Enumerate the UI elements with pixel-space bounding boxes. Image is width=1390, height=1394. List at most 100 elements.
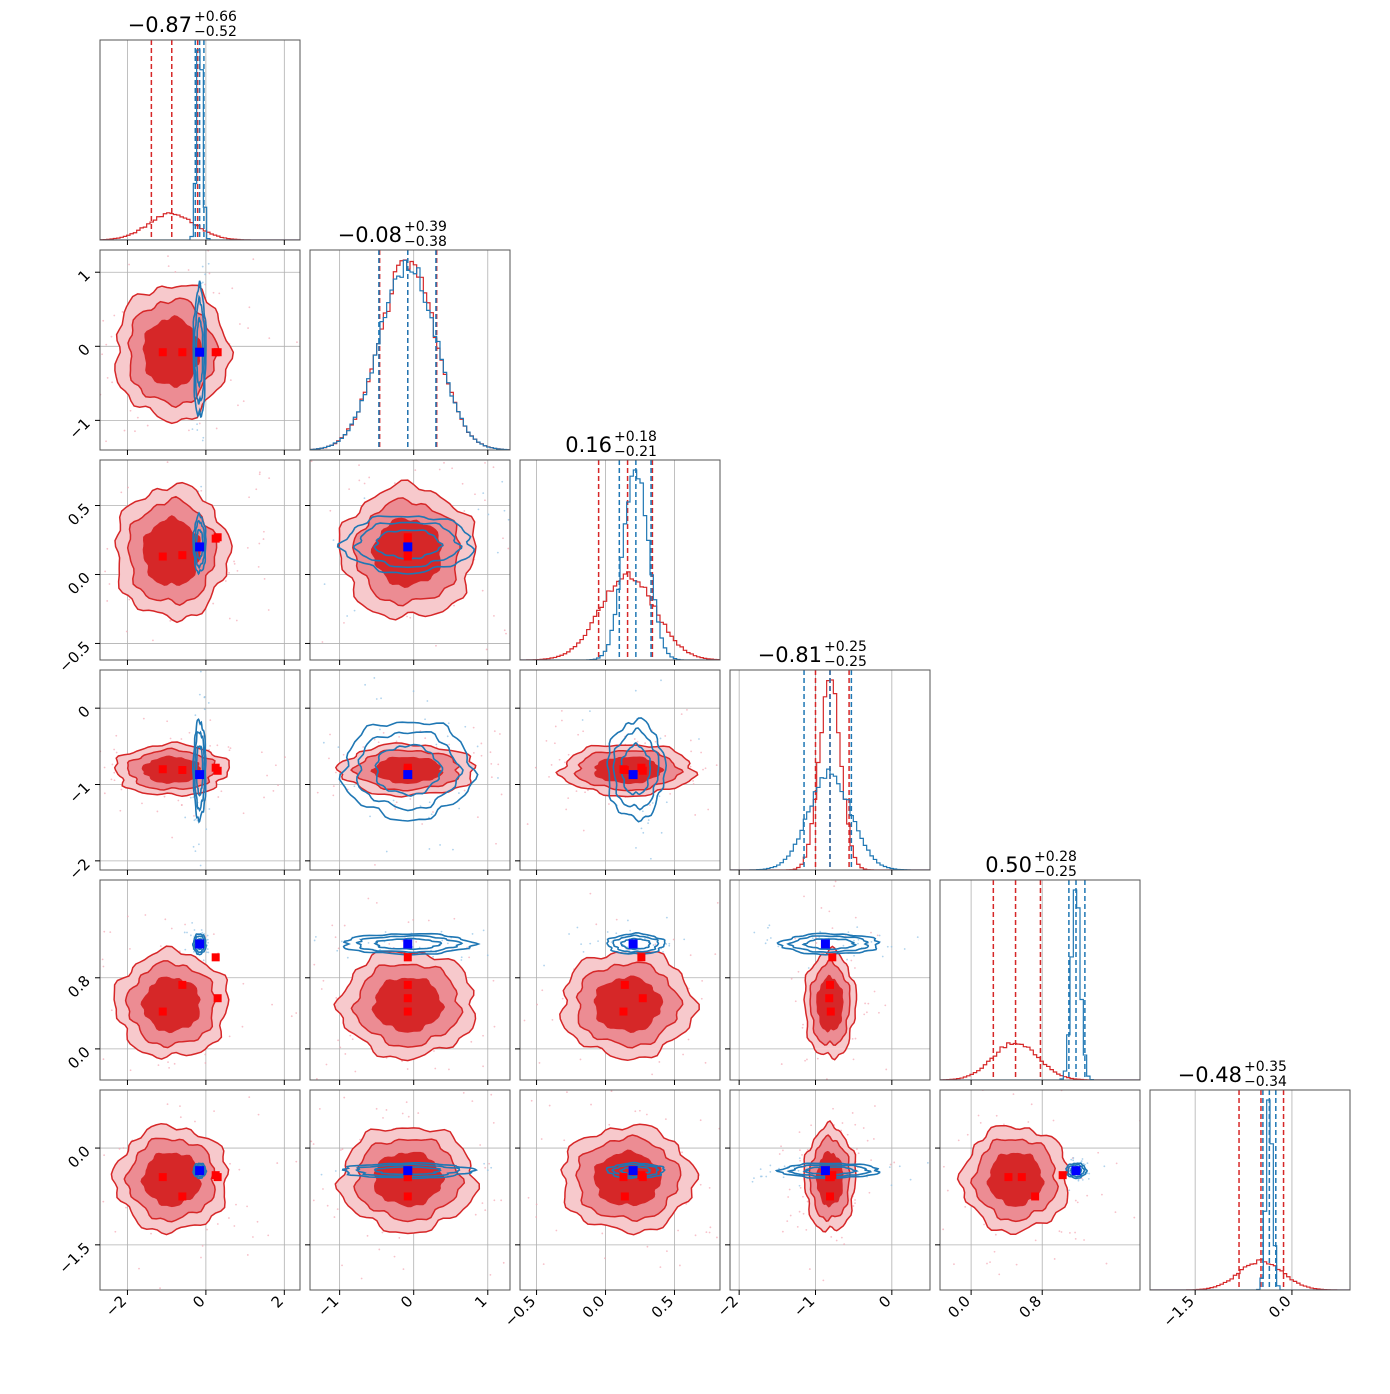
red-sample-point (74, 775, 76, 777)
blue-sample-point (385, 850, 388, 853)
blue-sample-point (201, 439, 204, 442)
blue-histogram-step (730, 768, 930, 870)
red-sample-point (305, 753, 307, 755)
red-sample-point (433, 1050, 435, 1052)
red-sample-point (1074, 1231, 1076, 1234)
red-sample-point (1086, 1194, 1089, 1197)
red-truth-marker (213, 1173, 222, 1182)
red-sample-point (326, 1182, 328, 1184)
red-sample-point (843, 1243, 846, 1246)
red-sample-point (497, 1029, 499, 1031)
red-sample-point (229, 1162, 231, 1165)
red-sample-point (348, 488, 351, 491)
red-sample-point (492, 466, 495, 469)
y-tick-label: 0.0 (64, 569, 94, 599)
red-sample-point (816, 1057, 819, 1060)
red-sample-point (731, 766, 733, 768)
red-sample-point (806, 1200, 809, 1203)
red-sample-point (794, 937, 797, 940)
blue-truth-marker (820, 939, 830, 949)
red-sample-point (125, 630, 128, 633)
red-sample-point (781, 1230, 784, 1233)
blue-sample-point (640, 827, 643, 830)
blue-sample-point (353, 609, 356, 612)
blue-sample-point (521, 1166, 523, 1168)
red-sample-point (102, 1200, 105, 1203)
panel-frame (519, 1089, 721, 1291)
red-sample-point (277, 784, 279, 787)
blue-sample-point (373, 677, 376, 679)
red-sample-point (242, 982, 245, 985)
red-sample-point (707, 808, 710, 811)
red-sample-point (986, 1262, 988, 1265)
blue-sample-point (658, 795, 661, 798)
red-sample-point (359, 1138, 361, 1141)
panel-plot-area (497, 880, 733, 1080)
red-sample-point (241, 1025, 244, 1028)
red-sample-point (1003, 1123, 1005, 1126)
red-sample-point (780, 1063, 783, 1065)
red-sample-point (579, 1058, 582, 1061)
red-sample-point (490, 762, 493, 765)
blue-sample-point (207, 951, 210, 954)
blue-sample-point (189, 934, 192, 937)
red-sample-point (699, 1119, 702, 1122)
red-sample-point (554, 1053, 556, 1055)
red-sample-point (222, 1292, 224, 1294)
red-sample-point (802, 1023, 804, 1026)
panel-frame (519, 669, 721, 871)
blue-sample-point (545, 1175, 547, 1177)
red-sample-point (524, 756, 526, 758)
red-sample-point (780, 1145, 782, 1148)
red-sample-point (731, 1019, 733, 1021)
red-sample-point (854, 1037, 857, 1040)
red-sample-point (931, 1159, 933, 1161)
blue-sample-point (647, 819, 650, 821)
red-sample-point (421, 823, 424, 825)
red-sample-point (281, 789, 283, 791)
panel-frame (309, 669, 511, 871)
red-sample-point (134, 430, 136, 433)
red-sample-point (347, 1059, 349, 1061)
panel-frame (99, 459, 301, 661)
y-tick-label: −1 (65, 779, 93, 807)
red-sample-point (215, 427, 218, 430)
red-sample-point (238, 1168, 241, 1171)
red-truth-marker (638, 994, 647, 1003)
red-sample-point (247, 327, 249, 329)
red-sample-point (85, 1230, 87, 1232)
blue-sample-point (764, 942, 767, 945)
red-sample-point (271, 1003, 273, 1006)
red-sample-point (59, 794, 61, 796)
red-sample-point (377, 741, 380, 744)
red-sample-point (106, 600, 109, 602)
red-sample-point (495, 842, 497, 845)
blue-sample-point (203, 695, 206, 698)
blue-sample-point (334, 1170, 337, 1172)
red-sample-point (52, 1162, 54, 1164)
blue-sample-point (204, 464, 206, 466)
blue-truth-marker (820, 1166, 830, 1176)
red-truth-marker (158, 348, 167, 357)
blue-truth-marker (195, 542, 205, 552)
red-sample-point (210, 464, 212, 466)
red-sample-point (778, 1153, 781, 1155)
red-sample-point (166, 720, 169, 723)
red-sample-point (608, 1123, 611, 1126)
blue-sample-point (768, 924, 771, 927)
red-sample-point (750, 752, 752, 754)
red-sample-point (246, 546, 249, 549)
red-sample-point (567, 797, 570, 799)
panel-title-lower-error: −0.25 (824, 654, 867, 670)
red-sample-point (874, 1105, 876, 1107)
blue-sample-point (364, 683, 367, 686)
red-sample-point (715, 764, 718, 767)
red-sample-point (1058, 1230, 1061, 1233)
panel-title-lower-error: −0.38 (404, 234, 447, 250)
red-sample-point (349, 1034, 352, 1037)
red-sample-point (331, 924, 334, 927)
red-sample-point (664, 1118, 667, 1121)
red-sample-point (508, 1068, 510, 1070)
red-sample-point (885, 1068, 888, 1071)
red-sample-point (856, 1148, 858, 1150)
